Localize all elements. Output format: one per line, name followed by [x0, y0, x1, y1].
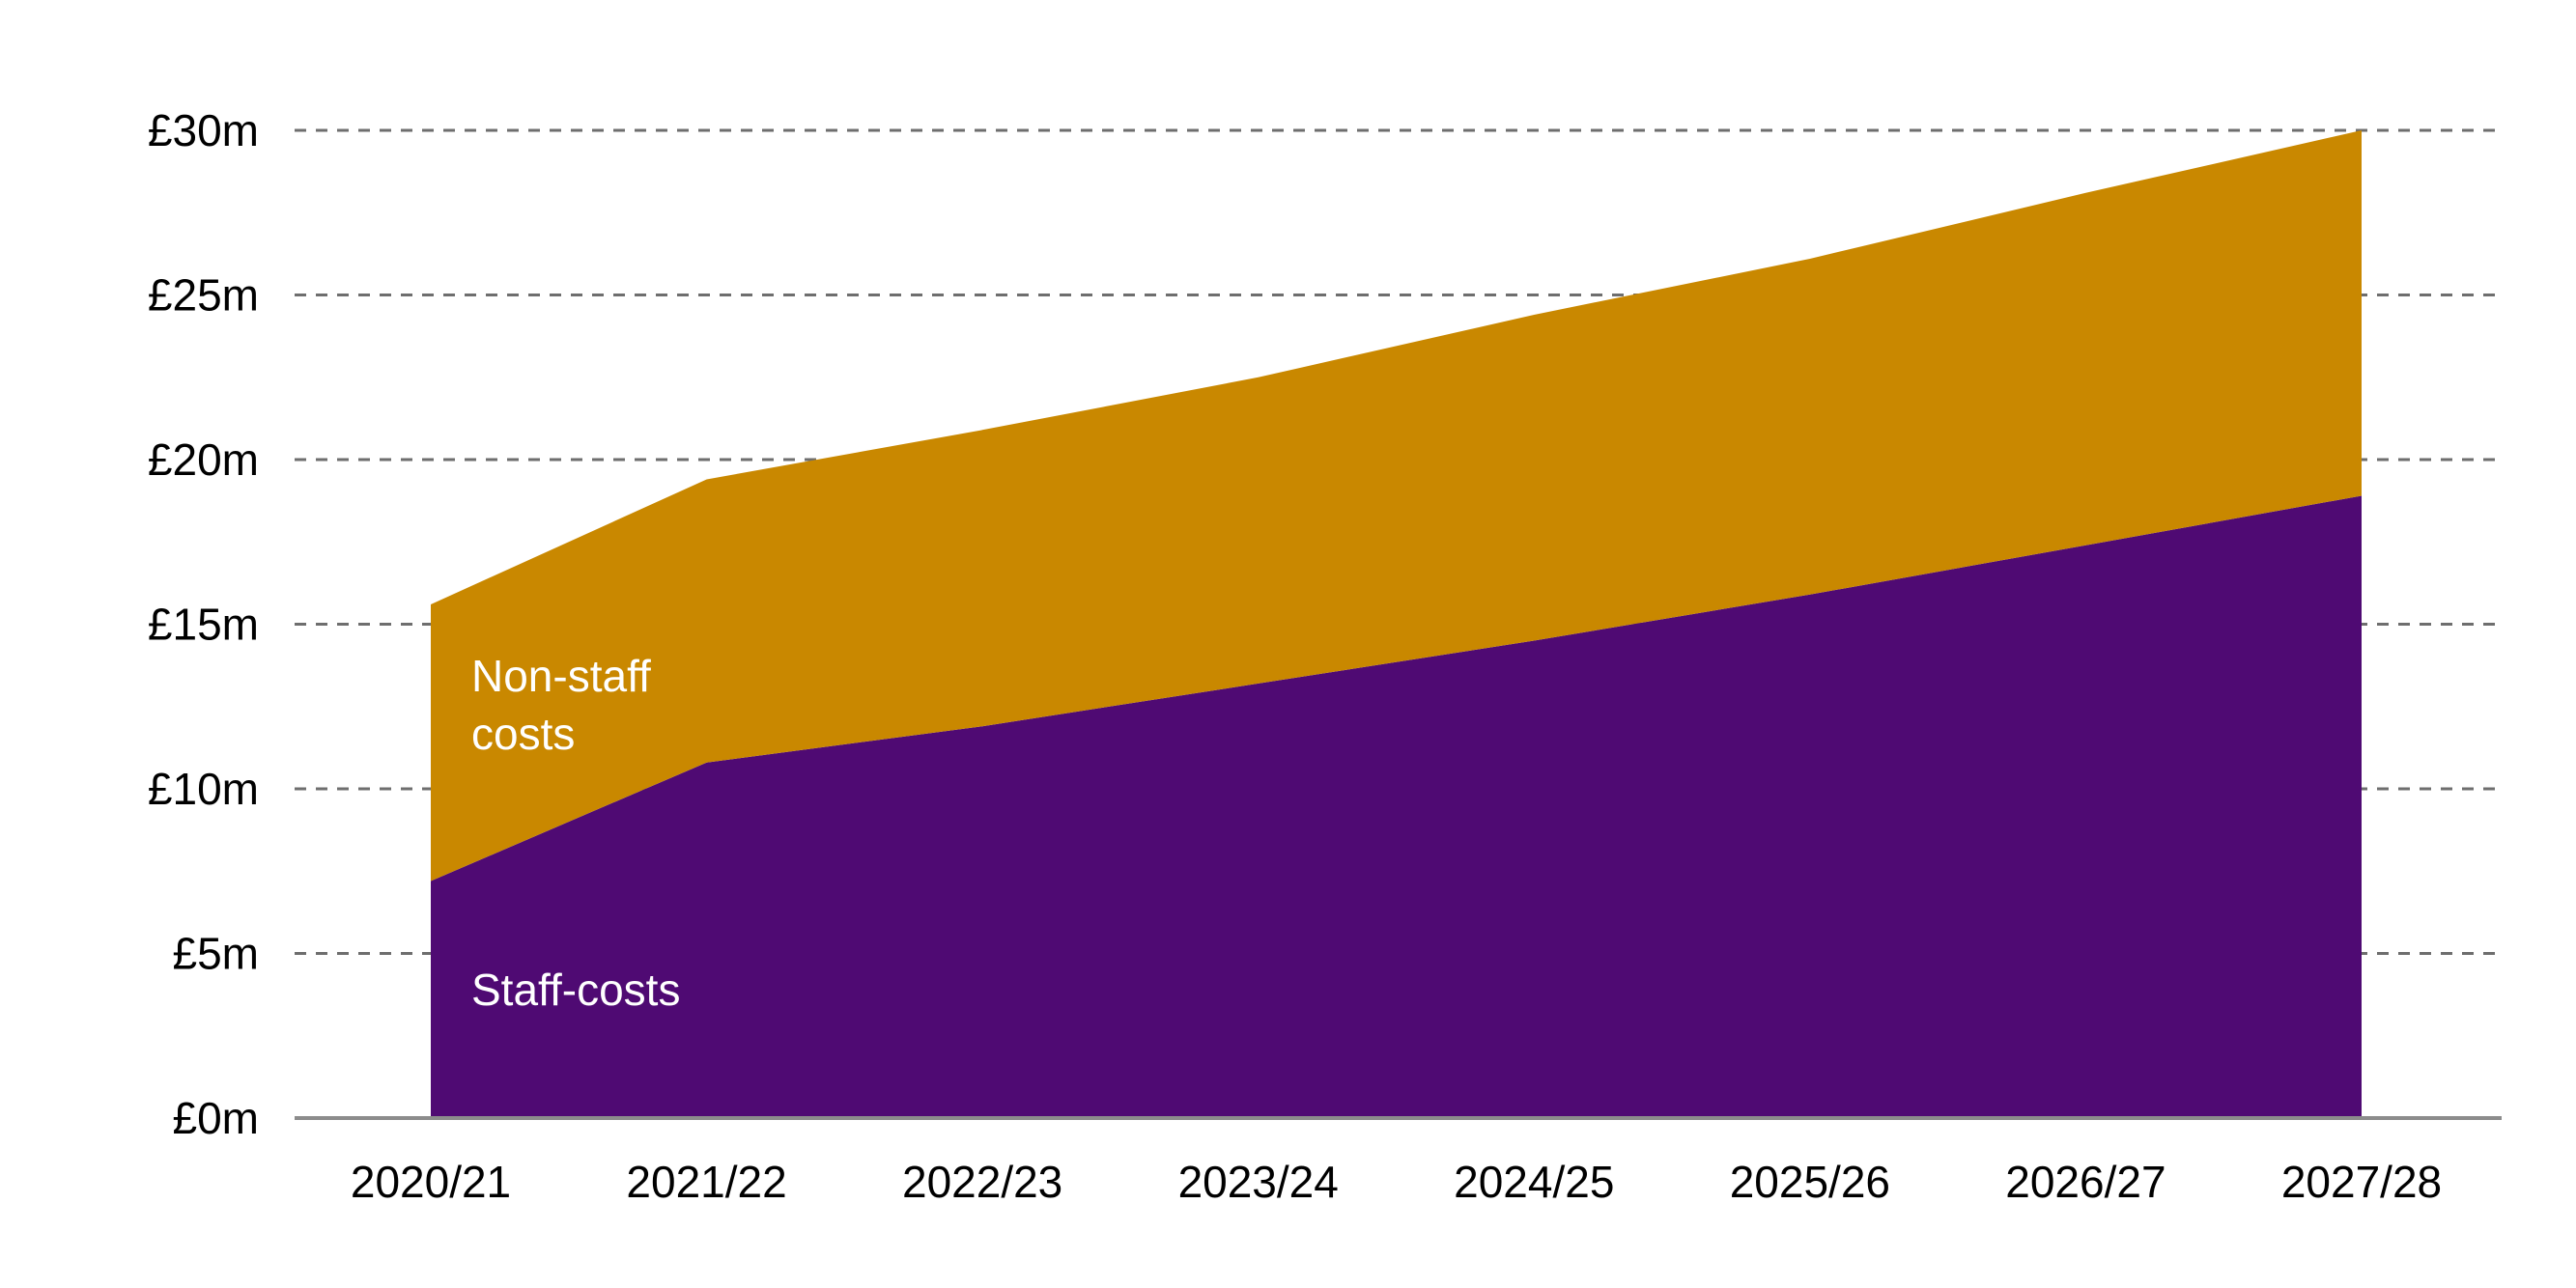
staff-label: Staff-costs [471, 965, 680, 1015]
non-staff-label-line1: Non-staff [471, 651, 651, 701]
x-tick-labels: 2020/21 2021/22 2022/23 2023/24 2024/25 2025/… [351, 1157, 2442, 1207]
x-tick-label: 2026/27 [2005, 1157, 2166, 1207]
y-tick-label: £0m [173, 1093, 259, 1143]
y-tick-label: £20m [148, 434, 259, 485]
x-tick-label: 2022/23 [902, 1157, 1062, 1207]
area-series [431, 130, 2362, 1118]
non-staff-costs-area [431, 130, 2362, 882]
x-tick-label: 2024/25 [1454, 1157, 1614, 1207]
y-tick-label: £25m [148, 270, 259, 321]
y-tick-label: £15m [148, 600, 259, 650]
y-tick-labels: £0m £5m £10m £15m £20m £25m £30m [148, 105, 259, 1143]
x-tick-label: 2021/22 [626, 1157, 786, 1207]
staff-costs-area [431, 495, 2362, 1118]
x-tick-label: 2023/24 [1178, 1157, 1339, 1207]
y-tick-label: £10m [148, 764, 259, 814]
x-tick-label: 2025/26 [1730, 1157, 1890, 1207]
x-tick-label: 2020/21 [351, 1157, 511, 1207]
y-tick-label: £5m [173, 929, 259, 979]
non-staff-label-line2: costs [471, 709, 575, 759]
area-labels: Non-staff costs Staff-costs [471, 651, 680, 1015]
x-tick-label: 2027/28 [2281, 1157, 2442, 1207]
y-tick-label: £30m [148, 105, 259, 155]
